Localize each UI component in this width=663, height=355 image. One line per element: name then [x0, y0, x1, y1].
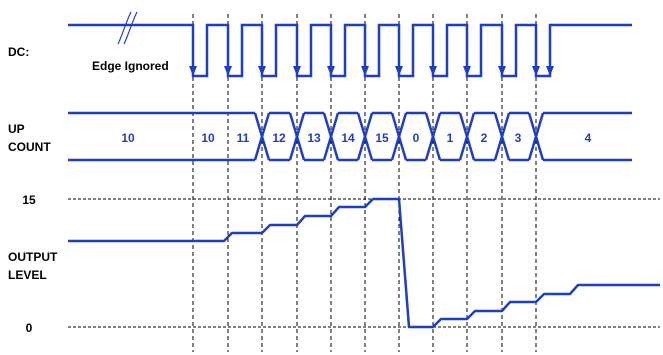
bus-cross — [322, 112, 340, 161]
count-value: 10 — [201, 131, 215, 145]
edge-arrow-icon — [532, 66, 540, 76]
count-value: 0 — [413, 131, 420, 145]
bus-cross — [458, 112, 476, 161]
edge-arrow-icon — [293, 66, 301, 76]
output-label: OUTPUT — [8, 250, 58, 264]
break-symbol-icon — [117, 11, 138, 45]
edge-arrow-icon — [361, 66, 369, 76]
edge-arrow-icon — [189, 66, 197, 76]
bus-cross — [493, 112, 511, 161]
count-value: 12 — [272, 131, 286, 145]
level-min-label: 0 — [26, 321, 33, 335]
dc-label: DC: — [8, 45, 29, 59]
bus-cross — [288, 112, 306, 161]
edge-arrow-icon — [498, 66, 506, 76]
count-value: 13 — [307, 131, 321, 145]
bus-cross — [356, 112, 374, 161]
edge-arrows — [189, 66, 554, 76]
level-guides — [68, 198, 660, 328]
bus-cross — [424, 112, 442, 161]
count-value: 4 — [585, 131, 592, 145]
count-value: 15 — [375, 131, 389, 145]
count-value: 14 — [341, 131, 355, 145]
dc-signal — [68, 23, 632, 78]
dc-waveform — [68, 23, 632, 78]
level-label: LEVEL — [8, 268, 47, 282]
output-waveform — [68, 197, 660, 329]
output-level-signal — [68, 197, 660, 329]
level-max-label: 15 — [22, 193, 36, 207]
bus-cross — [527, 112, 545, 161]
up-count-bus — [68, 111, 632, 162]
edge-arrow-icon — [224, 66, 232, 76]
edge-arrow-icon — [546, 66, 554, 76]
bus-cross — [253, 112, 271, 161]
edge-arrow-icon — [429, 66, 437, 76]
count-value: 10 — [121, 131, 135, 145]
edge-arrow-icon — [258, 66, 266, 76]
edge-arrow-icon — [327, 66, 335, 76]
up-label: UP — [8, 122, 25, 136]
edge-arrow-icon — [395, 66, 403, 76]
count-value: 3 — [515, 131, 522, 145]
bus-cross — [390, 112, 408, 161]
edge-arrow-icon — [463, 66, 471, 76]
count-value: 11 — [237, 131, 250, 145]
count-value: 1 — [447, 131, 454, 145]
count-label: COUNT — [8, 140, 51, 154]
count-value: 2 — [481, 131, 488, 145]
edge-ignored-label: Edge Ignored — [92, 59, 169, 73]
count-values: 10 10 11 12 13 14 15 0 1 2 3 4 — [121, 131, 591, 145]
